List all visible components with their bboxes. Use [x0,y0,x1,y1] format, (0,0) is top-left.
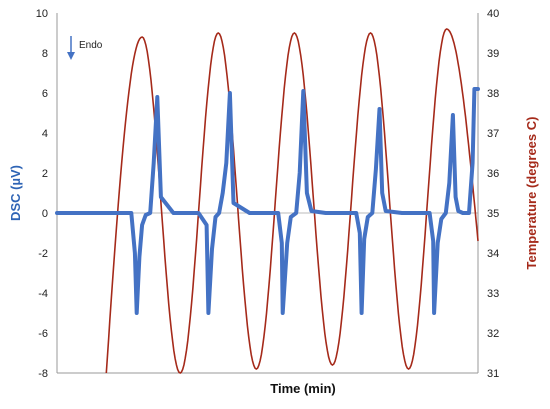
left-tick-label: -8 [38,368,48,380]
left-axis-ticks: 10 8 6 4 2 0 -2 -4 -6 -8 [36,8,48,380]
right-axis-ticks: 40 39 38 37 36 35 34 33 32 31 [487,8,499,380]
right-tick-label: 36 [487,168,499,180]
endo-annotation: Endo [67,36,103,60]
right-tick-label: 37 [487,128,499,140]
left-axis-label: DSC (µV) [8,165,23,221]
right-tick-label: 32 [487,328,499,340]
left-tick-label: -2 [38,248,48,260]
right-tick-label: 35 [487,208,499,220]
left-tick-label: 2 [42,168,48,180]
left-tick-label: 4 [42,128,48,140]
dsc-series-line [55,87,480,315]
right-tick-label: 38 [487,88,499,100]
right-tick-label: 39 [487,48,499,60]
x-axis-label: Time (min) [270,381,336,396]
temperature-series-line [105,28,479,374]
right-tick-label: 34 [487,248,499,260]
left-tick-label: -6 [38,328,48,340]
left-tick-label: 10 [36,8,48,20]
endo-arrow-head-icon [67,52,75,60]
left-tick-label: 8 [42,48,48,60]
left-tick-label: 6 [42,88,48,100]
right-tick-label: 33 [487,288,499,300]
right-tick-label: 40 [487,8,499,20]
left-tick-label: 0 [42,208,48,220]
right-tick-label: 31 [487,368,499,380]
right-axis-label: Temperature (degrees C) [524,117,539,270]
left-tick-label: -4 [38,288,48,300]
endo-label: Endo [79,40,103,51]
